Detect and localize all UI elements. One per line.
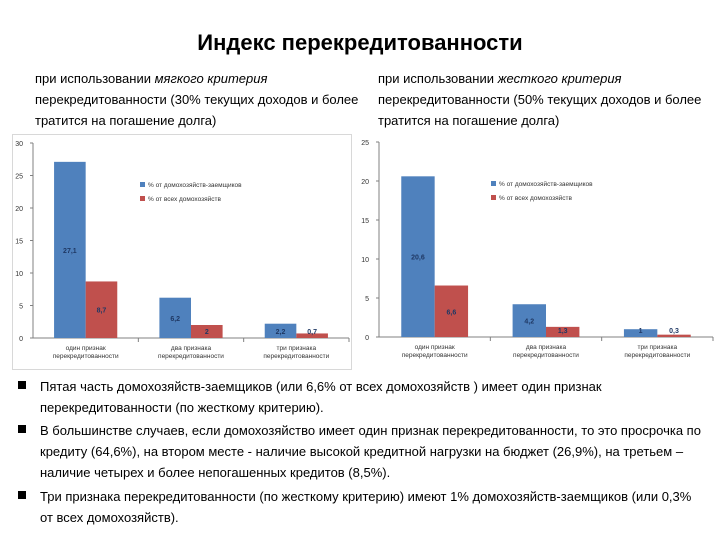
strict-category-label: перекредитованности	[402, 352, 468, 359]
soft-data-label: 6,2	[170, 316, 180, 323]
soft-category-label: два признака	[171, 345, 212, 352]
soft-legend-swatch	[140, 196, 145, 201]
soft-category-label: один признак	[66, 345, 106, 352]
soft-bar-borrowers	[54, 161, 86, 338]
caption-strict-criterion: при использовании жесткого критерия пере…	[378, 68, 713, 131]
strict-data-label: 4,2	[524, 319, 534, 326]
strict-y-tick-label: 10	[361, 257, 369, 264]
caption-soft-pre: при использовании	[35, 71, 155, 86]
strict-category-label: два признака	[526, 344, 567, 351]
soft-category-label: три признака	[277, 345, 317, 352]
caption-soft-post: перекредитованности (30% текущих доходов…	[35, 92, 359, 128]
caption-soft-italic: мягкого критерия	[154, 71, 268, 86]
strict-legend-swatch	[491, 195, 496, 200]
strict-bar-all	[434, 285, 469, 337]
soft-bar-all	[296, 333, 328, 338]
strict-data-label: 1	[639, 328, 643, 335]
soft-bar-all	[191, 325, 223, 338]
bullet-square-icon	[18, 491, 26, 499]
strict-y-tick-label: 25	[361, 140, 369, 147]
soft-data-label: 2	[205, 329, 209, 336]
strict-data-label: 0,3	[669, 328, 679, 335]
strict-y-tick-label: 20	[361, 179, 369, 186]
strict-y-tick-label: 5	[365, 296, 369, 303]
bullet-text: Пятая часть домохозяйств-заемщиков (или …	[40, 379, 602, 415]
strict-category-label: перекредитованности	[624, 352, 690, 359]
soft-legend-swatch	[140, 182, 145, 187]
strict-legend-swatch	[491, 181, 496, 186]
soft-data-label: 27,1	[63, 248, 77, 255]
bullet-text: Три признака перекредитованности (по жес…	[40, 489, 692, 525]
page-title: Индекс перекредитованности	[197, 30, 523, 55]
caption-soft-criterion: при использовании мягкого критерия перек…	[35, 68, 365, 131]
bullet-square-icon	[18, 381, 26, 389]
strict-legend-label: % от домохозяйств-заемщиков	[499, 180, 593, 188]
soft-category-label: перекредитованности	[53, 353, 119, 360]
soft-legend-label: % от домохозяйств-заемщиков	[148, 181, 242, 189]
soft-y-tick-label: 10	[15, 271, 23, 278]
soft-bar-all	[85, 281, 118, 338]
soft-y-tick-label: 25	[15, 174, 23, 181]
strict-legend-label: % от всех домохозяйств	[499, 194, 572, 202]
soft-category-label: перекредитованности	[158, 353, 224, 360]
bullet-square-icon	[18, 425, 26, 433]
strict-bar-all	[546, 326, 580, 337]
caption-strict-post: перекредитованности (50% текущих доходов…	[378, 92, 702, 128]
bullet-item: Пятая часть домохозяйств-заемщиков (или …	[18, 376, 705, 418]
strict-bar-borrowers	[512, 304, 546, 337]
caption-strict-pre: при использовании	[378, 71, 498, 86]
soft-data-label: 0,7	[307, 329, 317, 336]
soft-y-tick-label: 5	[19, 304, 23, 311]
chart-strict-criterion: 0 5 10 15 20 25 20,6 6,6 один признак перекредито…	[357, 134, 715, 368]
strict-category-label: перекредитованности	[513, 352, 579, 359]
strict-data-label: 6,6	[446, 309, 456, 316]
soft-y-tick-label: 15	[15, 239, 23, 246]
strict-y-tick-label: 0	[365, 335, 369, 342]
strict-bar-borrowers	[623, 329, 658, 337]
soft-y-tick-label: 30	[15, 141, 23, 148]
bullet-item: Три признака перекредитованности (по жес…	[18, 486, 705, 528]
strict-bar-borrowers	[401, 176, 435, 337]
strict-category-label: один признак	[415, 344, 455, 351]
strict-data-label: 20,6	[411, 255, 425, 262]
soft-data-label: 2,2	[276, 329, 286, 336]
strict-y-tick-label: 15	[361, 218, 369, 225]
strict-category-label: три признака	[638, 344, 678, 351]
soft-bar-borrowers	[159, 297, 191, 338]
chart-soft-criterion: 0 5 10 15 20 25 30 27,1 8,7 один признак перекреди…	[12, 134, 352, 370]
bullet-item: В большинстве случаев, если домохозяйств…	[18, 420, 705, 483]
bullet-text: В большинстве случаев, если домохозяйств…	[40, 423, 701, 480]
soft-category-label: перекредитованности	[263, 353, 329, 360]
soft-y-tick-label: 0	[19, 336, 23, 343]
soft-data-label: 8,7	[97, 308, 107, 315]
soft-bar-borrowers	[264, 323, 297, 338]
strict-bar-all	[657, 334, 691, 337]
caption-strict-italic: жесткого критерия	[497, 71, 622, 86]
soft-y-tick-label: 20	[15, 206, 23, 213]
soft-legend-label: % от всех домохозяйств	[148, 195, 221, 203]
strict-data-label: 1,3	[558, 328, 568, 335]
